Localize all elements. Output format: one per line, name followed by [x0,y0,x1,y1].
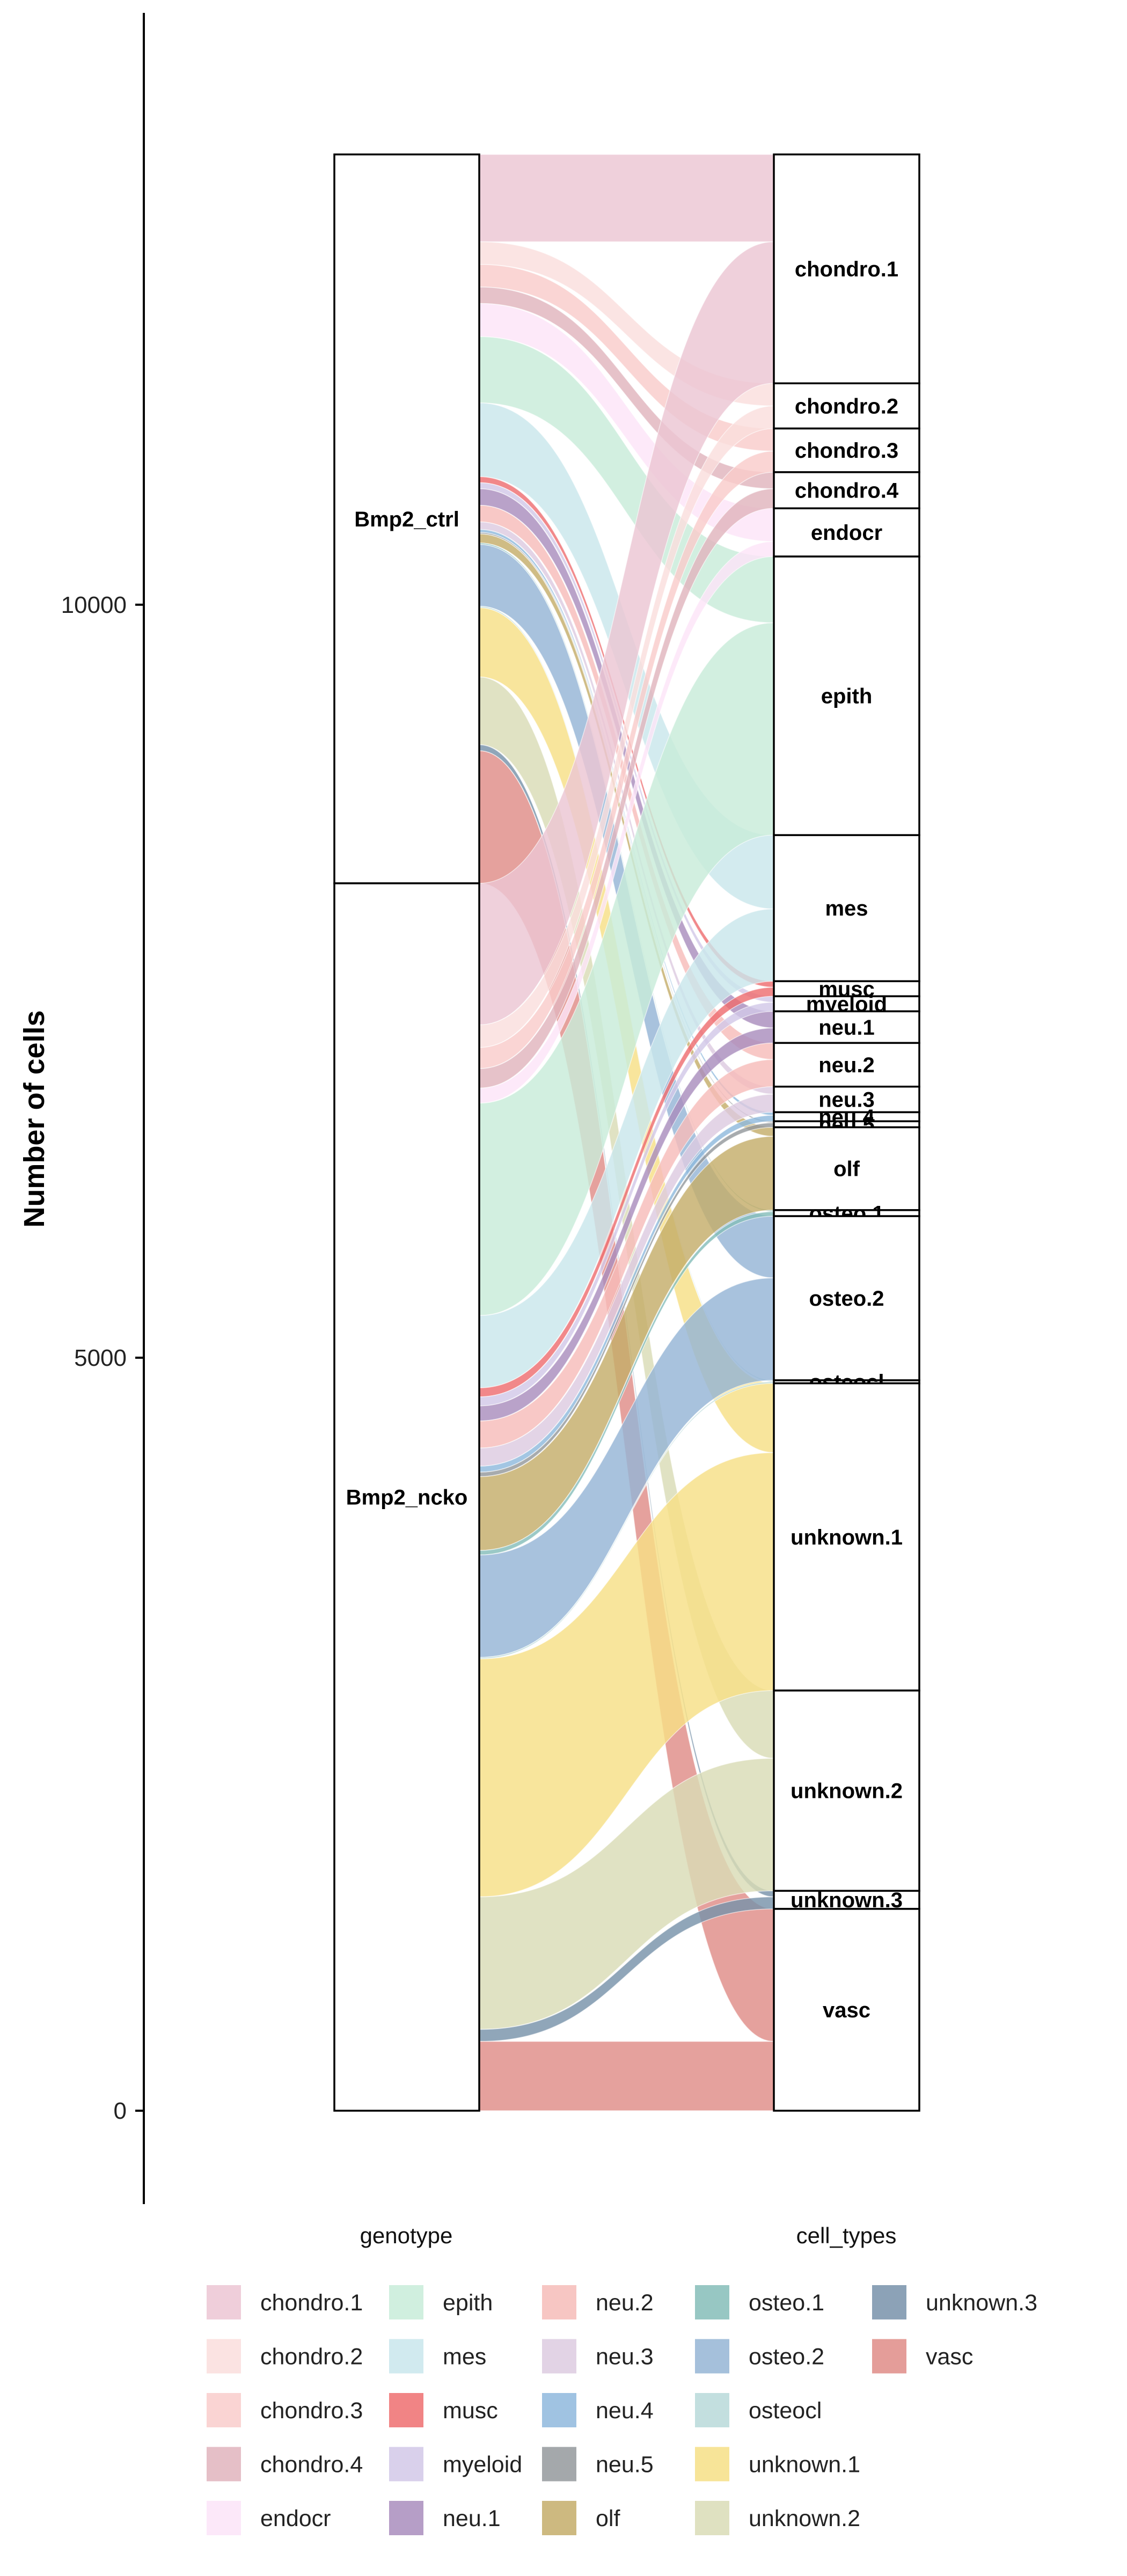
legend-label-musc: musc [443,2398,498,2424]
stratum-mes-label: mes [825,897,868,920]
stratum-vasc-label: vasc [823,1999,870,2022]
legend-key-neu-5 [542,2447,576,2482]
y-tick-label-10000: 10000 [61,592,127,618]
stratum-unknown-2-box [773,1689,920,1892]
legend-key-epith [389,2285,423,2319]
stratum-epith-label: epith [821,685,873,708]
legend-label-neu-3: neu.3 [596,2344,654,2370]
stratum-chondro-4-box [773,471,920,509]
legend-key-musc [389,2393,423,2427]
legend-key-osteocl [695,2393,729,2427]
stratum-chondro-4-label: chondro.4 [795,479,899,503]
legend-key-endocr [207,2501,241,2535]
legend-label-unknown-1: unknown.1 [749,2452,860,2478]
x-label-genotype: genotype [360,2223,453,2248]
legend-label-myeloid: myeloid [443,2452,522,2478]
legend-label-unknown-2: unknown.2 [749,2506,860,2531]
flow-bmp2-ncko-vasc [479,2041,774,2111]
legend-key-chondro-3 [207,2393,241,2427]
legend-label-osteo-1: osteo.1 [749,2290,824,2316]
legend-key-vasc [872,2339,906,2374]
legend-label-chondro-3: chondro.3 [260,2398,363,2424]
stratum-epith-box [773,555,920,836]
stratum-chondro-1-box [773,153,920,385]
stratum-endocr-label: endocr [811,521,882,545]
y-tick-label-5000: 5000 [74,1345,127,1371]
legend-key-unknown-2 [695,2501,729,2535]
stratum-olf-label: olf [833,1158,860,1181]
y-axis-title: Number of cells [18,1010,50,1227]
legend: chondro.1 chondro.2 chondro.3 chondro.4 endo… [207,2285,1037,2535]
legend-label-neu-1: neu.1 [443,2506,501,2531]
stratum-neu-3-label: neu.3 [818,1088,874,1112]
stratum-vasc-box [773,1908,920,2112]
legend-label-chondro-2: chondro.2 [260,2344,363,2370]
stratum-neu-2-box [773,1042,920,1088]
legend-key-olf [542,2501,576,2535]
legend-key-chondro-4 [207,2447,241,2482]
stratum-chondro-3-box [773,427,920,473]
stratum-osteo-2-box [773,1215,920,1381]
stratum-bmp2-ncko-label: Bmp2_ncko [346,1485,468,1509]
stratum-neu-1-label: neu.1 [818,1016,874,1040]
legend-label-osteocl: osteocl [749,2398,822,2424]
legend-label-unknown-3: unknown.3 [926,2290,1037,2316]
legend-label-chondro-4: chondro.4 [260,2452,363,2478]
stratum-chondro-2-label: chondro.2 [795,394,898,418]
stratum-neu-2-label: neu.2 [818,1053,874,1077]
stratum-chondro-2-box [773,382,920,430]
x-label-cell-types: cell_types [796,2223,897,2248]
legend-label-mes: mes [443,2344,486,2370]
stratum-bmp2-ncko-box [333,882,480,2112]
stratum-musc-box [773,980,920,998]
stratum-bmp2-ctrl-box [333,153,480,884]
legend-label-olf: olf [596,2506,620,2531]
stratum-unknown-1-label: unknown.1 [791,1526,903,1549]
flow-bmp2-ctrl-chondro-1 [479,153,774,243]
legend-key-unknown-1 [695,2447,729,2482]
flows-layer [479,153,774,2111]
stratum-chondro-3-label: chondro.3 [795,439,898,463]
stratum-unknown-1-box [773,1382,920,1692]
legend-key-osteo-2 [695,2339,729,2374]
strata-layer: Bmp2_ctrl Bmp2_ncko chondro.1 chondro.2 chon… [333,153,920,2112]
stratum-neu-3-box [773,1086,920,1114]
legend-key-neu-3 [542,2339,576,2374]
legend-label-chondro-1: chondro.1 [260,2290,363,2316]
legend-label-neu-5: neu.5 [596,2452,654,2478]
y-axis: 0 5000 10000 [61,12,145,2204]
stratum-osteo-2-label: osteo.2 [809,1287,884,1311]
legend-label-osteo-2: osteo.2 [749,2344,824,2370]
legend-key-unknown-3 [872,2285,906,2319]
legend-key-chondro-1 [207,2285,241,2319]
legend-key-neu-1 [389,2501,423,2535]
legend-key-myeloid [389,2447,423,2482]
stratum-myeloid-box [773,995,920,1013]
legend-key-chondro-2 [207,2339,241,2374]
stratum-unknown-2-label: unknown.2 [791,1780,903,1803]
legend-key-osteo-1 [695,2285,729,2319]
legend-label-neu-2: neu.2 [596,2290,654,2316]
legend-label-vasc: vasc [926,2344,973,2370]
stratum-olf-box [773,1126,920,1211]
stratum-chondro-1-label: chondro.1 [795,258,898,281]
legend-label-endocr: endocr [260,2506,331,2531]
legend-label-epith: epith [443,2290,493,2316]
legend-key-mes [389,2339,423,2374]
y-tick-label-0: 0 [114,2098,127,2124]
stratum-neu-1-box [773,1010,920,1044]
legend-key-neu-2 [542,2285,576,2319]
legend-key-neu-4 [542,2393,576,2427]
legend-label-neu-4: neu.4 [596,2398,654,2424]
stratum-bmp2-ctrl-label: Bmp2_ctrl [354,508,459,531]
